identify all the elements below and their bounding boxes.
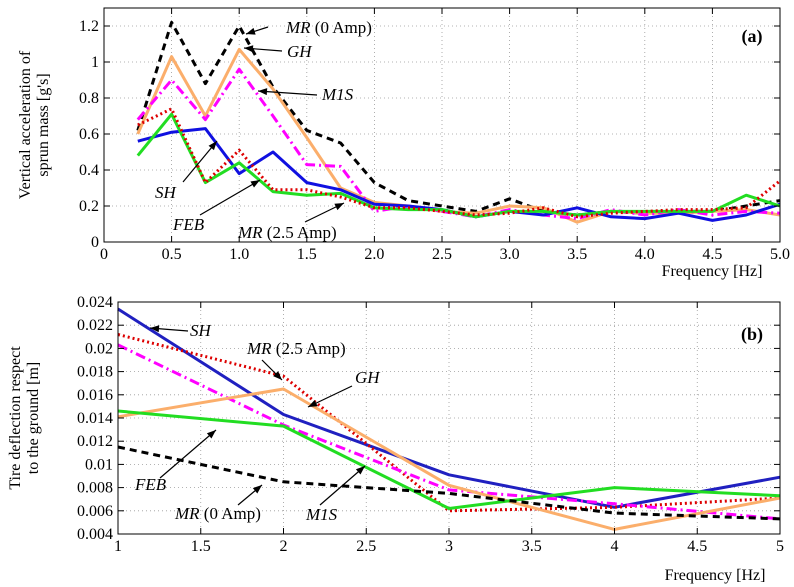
x-tick-label: 3.0 <box>500 246 520 263</box>
annotation-arrowhead <box>206 430 216 439</box>
series-line-mr25 <box>137 107 781 219</box>
annotation-label: MR (0 Amp) <box>285 18 372 37</box>
x-tick-label: 2 <box>280 538 288 555</box>
annotation-label: SH <box>190 321 213 340</box>
annotation-label: FEB <box>134 475 167 494</box>
series-line-gh <box>117 387 781 531</box>
y-tick-label: 1 <box>91 54 99 71</box>
panel-label: (b) <box>741 324 763 345</box>
annotation-arrowhead <box>244 45 254 53</box>
y-tick-label: 0.016 <box>77 387 113 404</box>
series-line-mr0 <box>117 445 781 521</box>
x-tick-label: 3 <box>445 538 453 555</box>
y-tick-label: 0.024 <box>77 294 113 311</box>
annotation-arrowhead <box>208 141 217 151</box>
x-tick-label: 4.5 <box>702 246 722 263</box>
y-axis-label: to the ground [m] <box>25 362 42 474</box>
annotation-label: M1S <box>321 85 354 104</box>
x-tick-label: 1.5 <box>297 246 317 263</box>
series-line-feb <box>136 112 781 219</box>
axis-ticks: 0 0.5 1.0 1.5 2.0 2.5 3.0 3.5 4.0 4.5 5.0 0 0.2 0.4 0.… <box>79 8 790 263</box>
x-tick-label: 2.5 <box>432 246 452 263</box>
annotation-arrowhead <box>246 27 256 35</box>
x-tick-label: 5.0 <box>770 246 790 263</box>
y-tick-label: 0.012 <box>77 433 113 450</box>
x-tick-label: 1.0 <box>229 246 249 263</box>
x-tick-label: 2.5 <box>356 538 376 555</box>
grid <box>104 8 780 242</box>
annotation-arrowhead <box>355 466 365 475</box>
series-line-mr0 <box>136 20 781 217</box>
y-axis-label: sprun mass [g's] <box>35 73 52 176</box>
x-tick-label: 4 <box>611 538 619 555</box>
series-group <box>136 20 781 224</box>
y-tick-label: 0.01 <box>85 456 113 473</box>
x-tick-label: 5 <box>776 538 784 555</box>
x-tick-label: 1.5 <box>191 538 211 555</box>
annotations: SH MR (2.5 Amp) GH FEB MR (0 Amp) M1S <box>134 321 381 524</box>
annotation-arrowhead <box>258 88 268 96</box>
annotation-arrow <box>319 465 366 506</box>
y-tick-label: 0.02 <box>85 340 113 357</box>
axis-ticks: 1 1.5 2 2.5 3 3.5 4 4.5 5 0.004 0.006 0.008 0.01 0.01… <box>77 294 784 555</box>
x-tick-label: 4.5 <box>687 538 707 555</box>
x-tick-label: 3.5 <box>567 246 587 263</box>
annotation-label: FEB <box>172 215 205 234</box>
series-line-sh <box>117 307 781 509</box>
annotation-label: SH <box>155 183 178 202</box>
y-tick-label: 0.006 <box>77 503 113 520</box>
annotation-label: MR (2.5 Amp) <box>246 339 346 358</box>
x-axis-label: Frequency [Hz] <box>662 263 763 280</box>
annotation-label: GH <box>355 368 381 387</box>
series-line-sh <box>137 127 781 222</box>
chart-panel-a: 0 0.5 1.0 1.5 2.0 2.5 3.0 3.5 4.0 4.5 5.0 0 0.2 0.4 0.… <box>17 7 790 280</box>
series-line-feb <box>117 409 781 510</box>
y-tick-label: 1.2 <box>79 18 99 35</box>
panel-label: (a) <box>742 26 763 47</box>
annotation-arrow <box>199 179 261 216</box>
x-axis-label: Frequency [Hz] <box>665 567 766 584</box>
x-tick-label: 0 <box>100 246 108 263</box>
y-tick-label: 0.6 <box>79 126 99 143</box>
y-tick-label: 0.008 <box>77 480 113 497</box>
y-axis-label: Tire deflection respect <box>7 346 24 490</box>
x-tick-label: 2.0 <box>364 246 384 263</box>
y-tick-label: 0.2 <box>79 198 99 215</box>
annotation-arrowhead <box>150 325 160 333</box>
annotation-arrowhead <box>334 203 344 211</box>
series-line-gh <box>136 47 781 224</box>
chart-panel-b: 1 1.5 2 2.5 3 3.5 4 4.5 5 0.004 0.006 0.008 0.01 0.01… <box>7 294 784 584</box>
y-tick-label: 0 <box>91 234 99 251</box>
y-tick-label: 0.022 <box>77 317 113 334</box>
x-tick-label: 1 <box>114 538 122 555</box>
y-tick-label: 0.4 <box>79 162 99 179</box>
y-tick-label: 0.004 <box>77 526 113 543</box>
annotation-arrowhead <box>273 371 282 380</box>
y-axis-label: Vertical acceleration of <box>17 50 34 199</box>
series-line-m1s <box>136 67 781 221</box>
annotations: MR (0 Amp) GH M1S SH FEB MR (2.5 Amp) <box>155 18 372 242</box>
annotation-label: M1S <box>305 505 338 524</box>
annotation-label: MR (2.5 Amp) <box>237 223 337 242</box>
x-tick-label: 4.0 <box>635 246 655 263</box>
annotation-label: MR (0 Amp) <box>174 504 261 523</box>
y-tick-label: 0.8 <box>79 90 99 107</box>
x-tick-label: 3.5 <box>522 538 542 555</box>
annotation-label: GH <box>287 42 313 61</box>
series-group <box>117 307 781 531</box>
annotation-arrowhead <box>308 399 318 407</box>
x-tick-label: 0.5 <box>162 246 182 263</box>
y-tick-label: 0.018 <box>77 364 113 381</box>
grid <box>118 302 780 534</box>
annotation-arrow <box>257 90 318 96</box>
annotation-arrowhead <box>250 180 260 188</box>
y-tick-label: 0.014 <box>77 410 113 427</box>
annotation-arrow <box>159 429 217 479</box>
annotation-arrowhead <box>252 485 262 494</box>
